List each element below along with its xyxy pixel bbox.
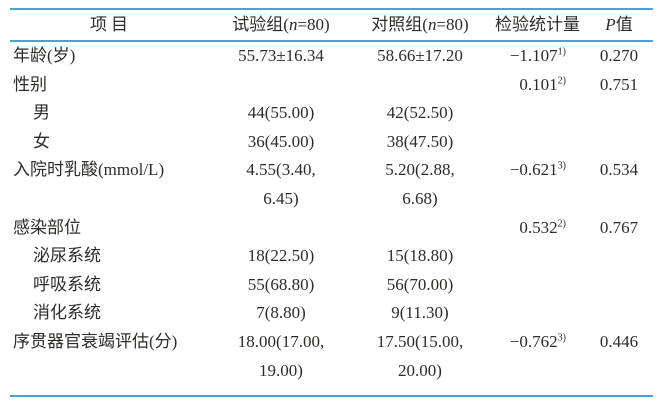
footnote-mark: 3): [557, 160, 566, 172]
footnote-mark: 2): [557, 74, 566, 86]
table-row-male: 男 44(55.00) 42(52.50): [10, 99, 653, 128]
cell-item: 女: [33, 131, 50, 151]
table-row-infection-site: 感染部位 0.5322) 0.767: [10, 214, 653, 243]
cell-control-value: 9(11.30): [391, 303, 449, 323]
trial-group-label: 试验组(: [232, 15, 289, 34]
cell-control-value: 17.50(15.00, 20.00): [376, 331, 464, 380]
footnote-mark: 2): [557, 217, 566, 229]
cell-control-value: [350, 214, 490, 243]
cell-statistic: [490, 271, 585, 300]
cell-item: 消化系统: [33, 303, 101, 323]
cell-item: 性别: [13, 74, 47, 94]
cell-item: 呼吸系统: [33, 274, 101, 294]
cell-control-value: 56(70.00): [386, 274, 454, 294]
cell-control-value: 38(47.50): [386, 131, 454, 151]
cell-statistic: −0.6213): [490, 156, 585, 213]
cell-trial-value: 36(45.00): [247, 131, 315, 151]
baseline-characteristics-table: 项目 试验组(n=80) 对照组(n=80) 检验统计量 P值 年龄(岁) 55…: [10, 8, 653, 398]
cell-control-value: 15(18.80): [386, 246, 454, 266]
cell-trial-value: 4.55(3.40, 6.45): [246, 160, 316, 208]
col-header-item: 项目: [10, 9, 212, 42]
col-header-control-group: 对照组(n=80): [350, 9, 490, 42]
cell-item: 泌尿系统: [33, 246, 101, 266]
cell-trial-value: 44(55.00): [247, 103, 315, 123]
cell-trial-value: 55.73±16.34: [238, 46, 324, 65]
cell-p-value: [585, 271, 653, 300]
cell-statistic: [490, 128, 585, 157]
cell-statistic: −1.1071): [490, 41, 585, 71]
control-n-symbol: n: [427, 15, 437, 34]
statistic-value: −0.621: [509, 160, 558, 180]
table-row-female: 女 36(45.00) 38(47.50): [10, 128, 653, 157]
cell-p-value: 0.270: [599, 46, 639, 65]
cell-p-value: 0.446: [599, 331, 639, 351]
control-group-count: =80): [436, 15, 469, 34]
col-header-trial-group: 试验组(n=80): [212, 9, 350, 42]
cell-p-value: 0.751: [599, 74, 639, 94]
cell-trial-value: [212, 214, 350, 243]
cell-p-value: [585, 99, 653, 128]
cell-trial-value: 55(68.80): [247, 274, 315, 294]
cell-statistic: 0.1012): [490, 71, 585, 100]
cell-p-value: 0.767: [599, 217, 639, 237]
cell-item: 入院时乳酸(mmol/L): [13, 160, 165, 180]
table-body: 年龄(岁) 55.73±16.34 58.66±17.20 −1.1071) 0…: [10, 41, 653, 396]
cell-item: 感染部位: [13, 217, 81, 237]
cell-trial-value: [212, 71, 350, 100]
table-header: 项目 试验组(n=80) 对照组(n=80) 检验统计量 P值: [10, 9, 653, 42]
cell-statistic: [490, 299, 585, 328]
cell-item: 序贯器官衰竭评估(分): [13, 331, 178, 351]
cell-item: 男: [33, 103, 50, 123]
trial-group-count: =80): [297, 15, 330, 34]
cell-item: 年龄(岁): [13, 46, 76, 65]
statistic-value: 0.532: [519, 217, 558, 237]
cell-statistic: [490, 242, 585, 271]
cell-p-value: 0.534: [599, 160, 639, 180]
cell-control-value: [350, 71, 490, 100]
col-header-statistic: 检验统计量: [490, 9, 585, 42]
statistic-value: −1.107: [509, 46, 558, 65]
cell-p-value: [585, 299, 653, 328]
statistic-value: 0.101: [519, 74, 558, 94]
cell-control-value: 5.20(2.88, 6.68): [385, 160, 455, 208]
col-header-p-value: P值: [585, 9, 653, 42]
footnote-mark: 3): [557, 332, 566, 344]
table-row-age: 年龄(岁) 55.73±16.34 58.66±17.20 −1.1071) 0…: [10, 41, 653, 71]
cell-statistic: [490, 99, 585, 128]
table-row-gender: 性别 0.1012) 0.751: [10, 71, 653, 100]
cell-control-value: 42(52.50): [386, 103, 454, 123]
p-symbol: P: [605, 15, 616, 34]
col-header-item-label: 项目: [90, 15, 132, 34]
table-row-urinary-system: 泌尿系统 18(22.50) 15(18.80): [10, 242, 653, 271]
cell-trial-value: 7(8.80): [256, 303, 306, 323]
table-header-row: 项目 试验组(n=80) 对照组(n=80) 检验统计量 P值: [10, 9, 653, 42]
footnote-mark: 1): [557, 46, 566, 58]
p-suffix: 值: [615, 15, 633, 34]
statistic-value: −0.762: [509, 331, 558, 351]
table-row-lactate: 入院时乳酸(mmol/L) 4.55(3.40, 6.45) 5.20(2.88…: [10, 156, 653, 213]
trial-n-symbol: n: [288, 15, 298, 34]
table-row-sofa-score: 序贯器官衰竭评估(分) 18.00(17.00, 19.00) 17.50(15…: [10, 328, 653, 396]
table-row-digestive-system: 消化系统 7(8.80) 9(11.30): [10, 299, 653, 328]
cell-p-value: [585, 242, 653, 271]
cell-control-value: 58.66±17.20: [377, 46, 463, 65]
cell-statistic: −0.7623): [490, 328, 585, 396]
cell-statistic: 0.5322): [490, 214, 585, 243]
table-row-respiratory-system: 呼吸系统 55(68.80) 56(70.00): [10, 271, 653, 300]
cell-trial-value: 18.00(17.00, 19.00): [237, 331, 325, 380]
control-group-label: 对照组(: [371, 15, 428, 34]
cell-p-value: [585, 128, 653, 157]
cell-trial-value: 18(22.50): [247, 246, 315, 266]
